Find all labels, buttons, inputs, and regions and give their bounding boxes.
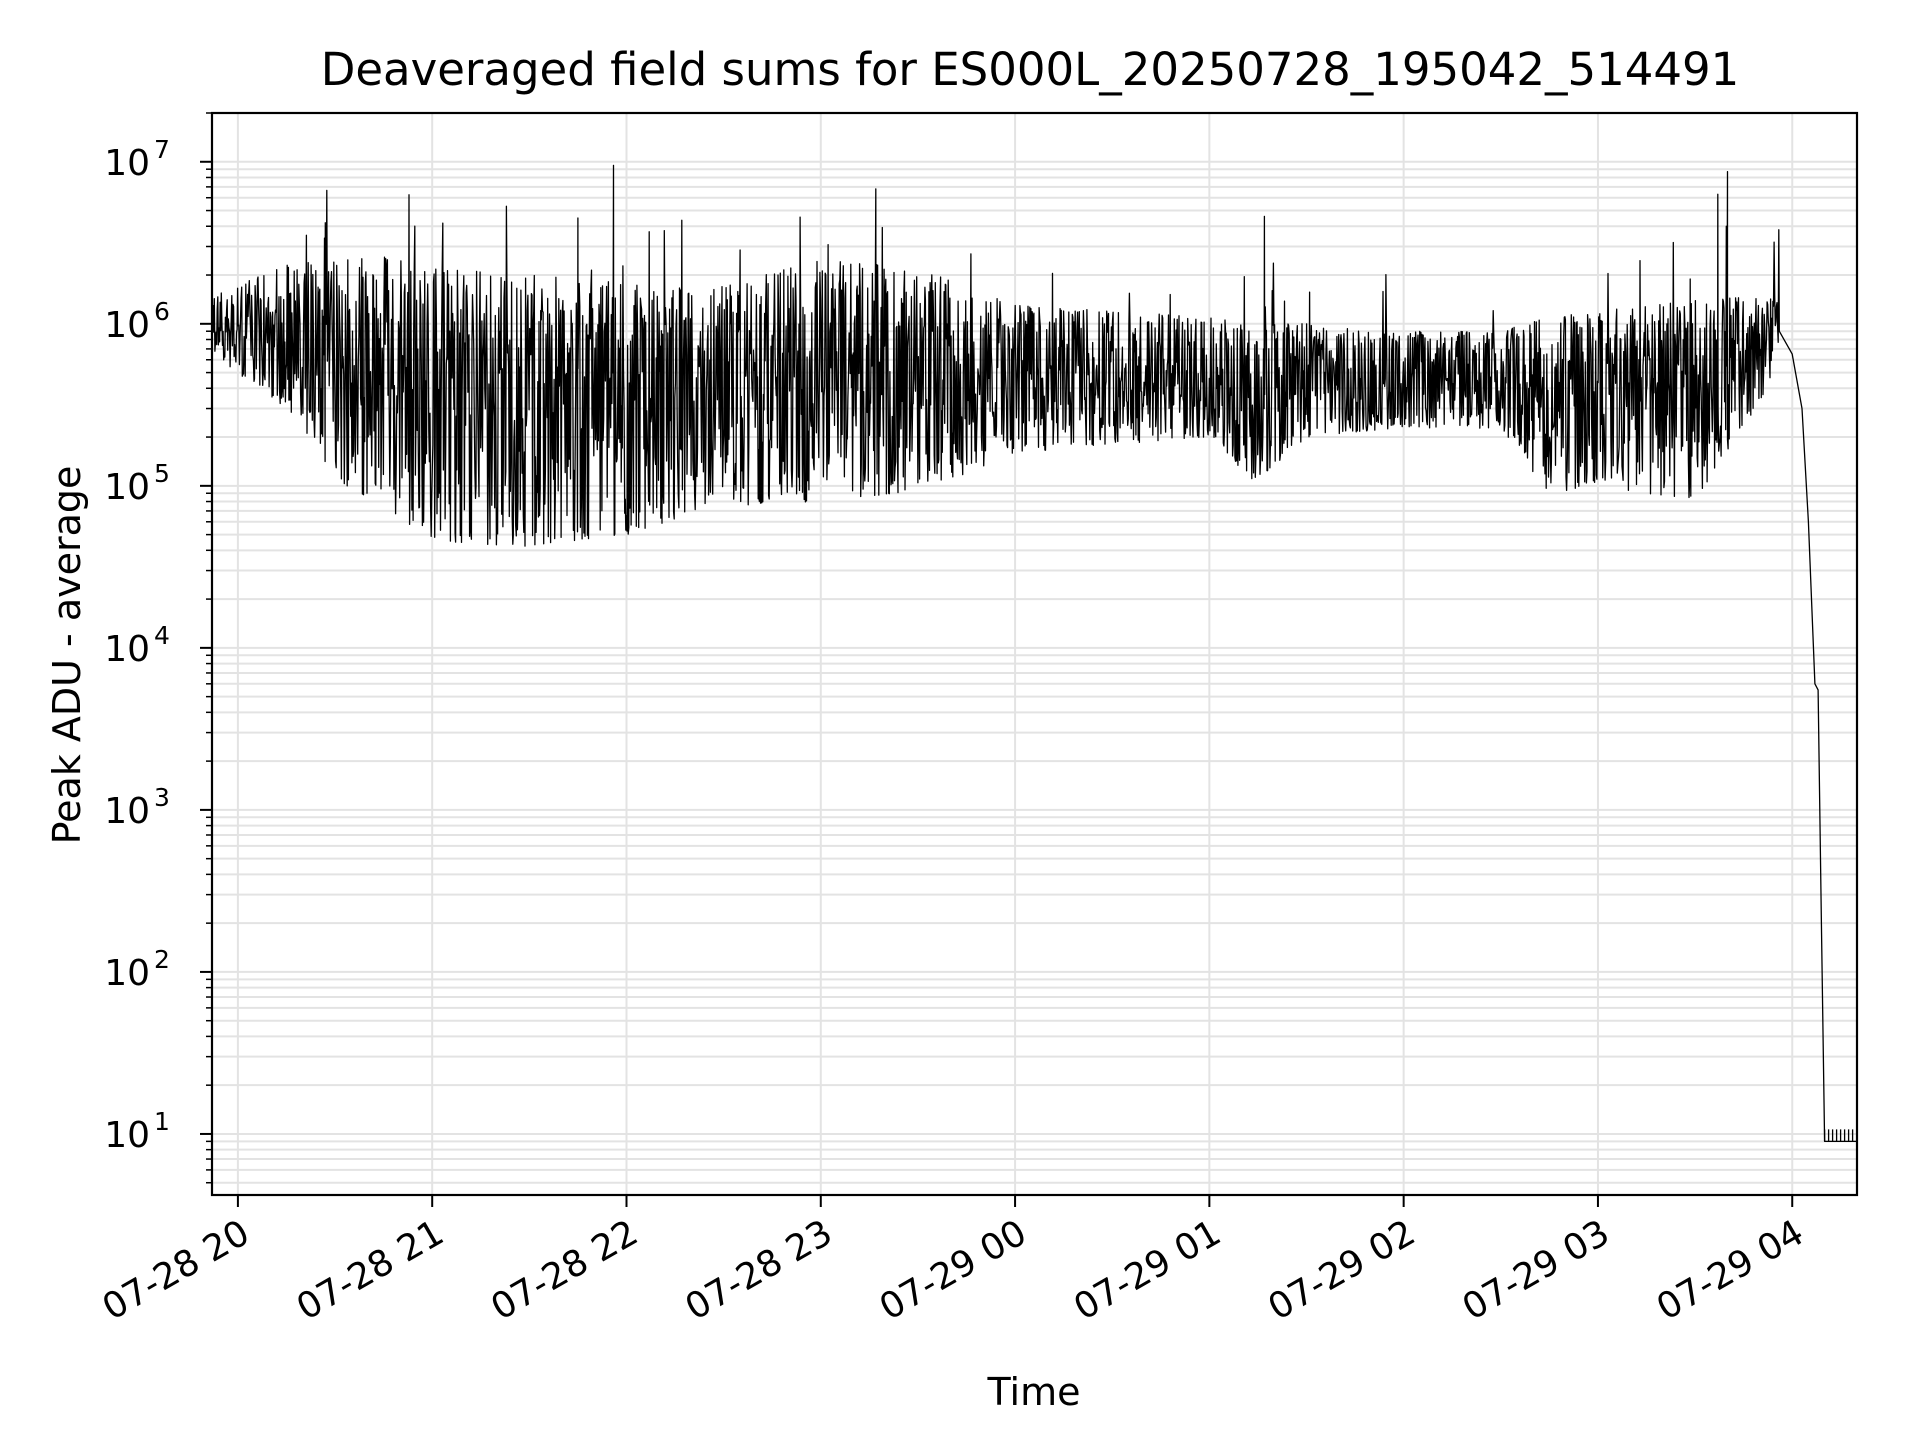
- chart-title: Deaveraged field sums for ES000L_2025072…: [321, 43, 1740, 96]
- x-tick-label: 07-29 00: [873, 1212, 1034, 1328]
- x-tick-label: 07-28 21: [290, 1212, 451, 1328]
- x-tick-label: 07-28 23: [679, 1212, 840, 1328]
- y-tick-label: 10: [104, 1115, 150, 1156]
- x-tick-label: 07-29 01: [1067, 1212, 1228, 1328]
- series-floor-ticks: [1823, 1129, 1854, 1142]
- plot-area: [211, 164, 1857, 1143]
- x-tick-label: 07-29 04: [1650, 1212, 1811, 1328]
- y-tick-exponent: 6: [154, 297, 170, 326]
- y-tick-label: 10: [104, 953, 150, 994]
- x-tick-label: 07-28 20: [96, 1212, 257, 1328]
- series-line: [211, 164, 1857, 1143]
- axes-frame: [210, 111, 1859, 1197]
- y-tick-exponent: 5: [154, 459, 170, 488]
- y-tick-label: 10: [104, 143, 150, 184]
- y-tick-label: 10: [104, 305, 150, 346]
- y-tick-exponent: 3: [154, 783, 170, 812]
- x-tick-label: 07-28 22: [484, 1212, 645, 1328]
- x-axis: 07-28 20 07-28 21 07-28 22 07-28 23 07-29 00…: [96, 1195, 1811, 1329]
- x-tick-label: 07-29 02: [1261, 1212, 1422, 1328]
- grid: [212, 112, 1857, 1195]
- y-tick-exponent: 7: [154, 135, 170, 164]
- y-tick-exponent: 1: [154, 1107, 170, 1136]
- y-tick-label: 10: [104, 629, 150, 670]
- y-tick-label: 10: [104, 467, 150, 508]
- y-axis-label: Peak ADU - average: [45, 466, 89, 845]
- y-tick-exponent: 4: [154, 621, 170, 650]
- x-tick-label: 07-29 03: [1456, 1212, 1617, 1328]
- y-tick-exponent: 2: [154, 945, 170, 974]
- y-tick-label: 10: [104, 791, 150, 832]
- x-axis-label: Time: [987, 1370, 1081, 1414]
